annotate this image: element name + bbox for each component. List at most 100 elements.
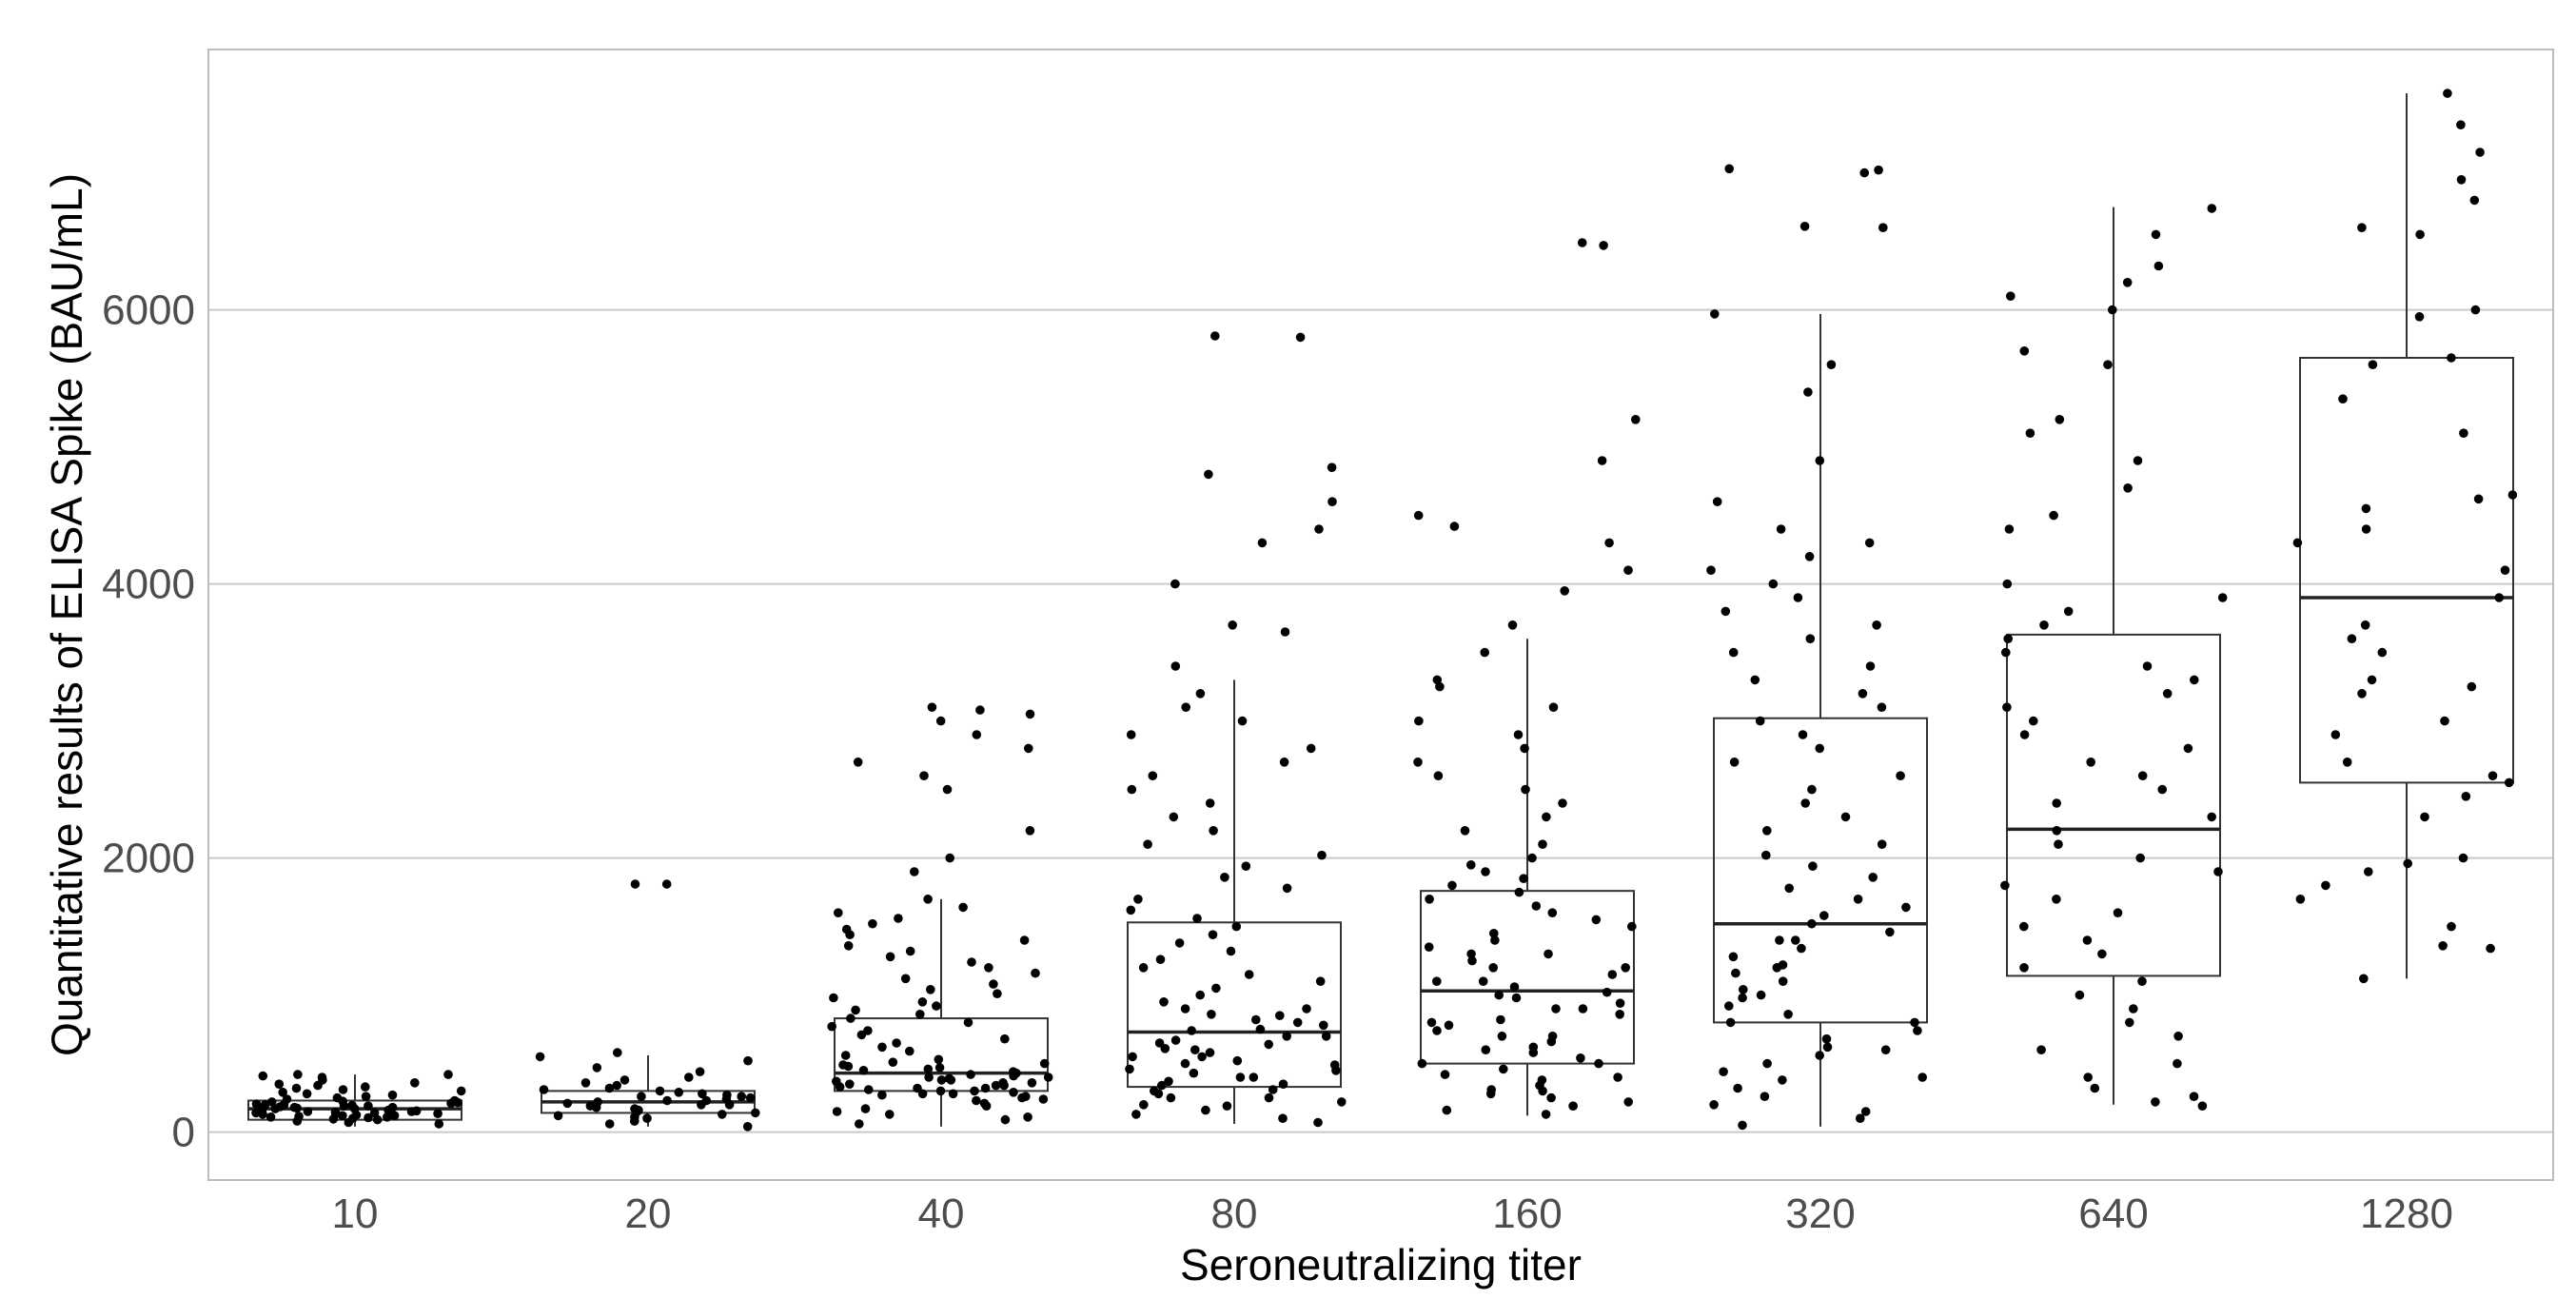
data-point bbox=[1621, 963, 1630, 973]
data-point bbox=[1864, 538, 1875, 548]
data-point bbox=[2052, 798, 2061, 808]
data-point bbox=[1009, 1088, 1018, 1097]
data-point bbox=[2360, 620, 2370, 630]
data-point bbox=[1278, 1113, 1288, 1123]
points-1280 bbox=[2292, 89, 2518, 984]
data-point bbox=[888, 1057, 898, 1067]
data-point bbox=[1528, 1042, 1539, 1053]
data-point bbox=[1413, 510, 1424, 521]
data-point bbox=[1853, 895, 1863, 904]
data-point bbox=[630, 879, 640, 889]
data-point bbox=[1251, 1014, 1261, 1025]
data-point bbox=[1143, 839, 1152, 849]
data-point bbox=[1000, 1114, 1011, 1125]
data-point bbox=[2440, 716, 2449, 726]
data-point bbox=[270, 1104, 281, 1113]
data-point bbox=[293, 1070, 303, 1079]
data-point bbox=[372, 1114, 383, 1125]
data-point bbox=[637, 1092, 646, 1101]
data-point bbox=[1578, 1004, 1588, 1014]
data-point bbox=[456, 1086, 466, 1096]
data-point bbox=[2475, 148, 2485, 157]
data-point bbox=[1126, 730, 1136, 739]
data-point bbox=[905, 946, 915, 956]
data-point bbox=[1709, 1100, 1719, 1110]
data-point bbox=[966, 1070, 975, 1079]
data-point bbox=[1337, 1097, 1347, 1107]
data-point bbox=[840, 1051, 851, 1060]
data-point bbox=[2075, 990, 2085, 1000]
data-point bbox=[1631, 415, 1641, 424]
data-point bbox=[843, 1061, 854, 1072]
data-point bbox=[1808, 861, 1818, 871]
data-point bbox=[718, 1110, 727, 1119]
data-point bbox=[1541, 1110, 1551, 1119]
data-point bbox=[2368, 360, 2378, 370]
y-tick-label: 4000 bbox=[102, 561, 195, 608]
data-point bbox=[1591, 915, 1602, 925]
data-point bbox=[1025, 709, 1035, 719]
data-point bbox=[1547, 908, 1558, 917]
data-point bbox=[1150, 1086, 1159, 1096]
data-point bbox=[1623, 565, 1633, 575]
data-point bbox=[1724, 164, 1734, 174]
iqr-box bbox=[1127, 921, 1342, 1089]
data-point bbox=[1710, 309, 1720, 319]
data-point bbox=[634, 1105, 643, 1115]
data-point bbox=[1507, 620, 1518, 630]
data-point bbox=[251, 1099, 262, 1109]
data-point bbox=[612, 1080, 621, 1091]
data-point bbox=[1733, 1083, 1742, 1093]
data-point bbox=[984, 963, 993, 973]
data-point bbox=[347, 1100, 357, 1111]
data-point bbox=[2025, 428, 2035, 439]
data-point bbox=[2039, 620, 2049, 630]
data-point bbox=[917, 997, 928, 1007]
data-point bbox=[900, 974, 911, 984]
data-point bbox=[926, 985, 935, 994]
data-point bbox=[2133, 456, 2143, 465]
data-point bbox=[1488, 963, 1498, 973]
data-point bbox=[877, 1042, 887, 1053]
data-point bbox=[369, 1108, 380, 1118]
data-point bbox=[2415, 229, 2425, 240]
data-point bbox=[2207, 204, 2217, 213]
data-point bbox=[2123, 483, 2133, 493]
data-point bbox=[1546, 1092, 1556, 1103]
data-point bbox=[684, 1073, 694, 1082]
data-point bbox=[389, 1111, 400, 1121]
data-point bbox=[2113, 908, 2123, 917]
data-point bbox=[1128, 1052, 1137, 1062]
data-point bbox=[292, 1116, 303, 1126]
data-point bbox=[1868, 873, 1878, 882]
data-point bbox=[260, 1100, 270, 1110]
data-point bbox=[539, 1085, 549, 1094]
data-point bbox=[979, 1098, 990, 1109]
data-point bbox=[580, 1078, 591, 1088]
data-point bbox=[1314, 524, 1324, 534]
data-point bbox=[2357, 689, 2367, 699]
data-point bbox=[1519, 874, 1528, 883]
data-point bbox=[1449, 522, 1460, 531]
data-point bbox=[1706, 565, 1716, 575]
data-point bbox=[958, 902, 968, 913]
data-point bbox=[1282, 883, 1292, 894]
data-point bbox=[980, 1083, 991, 1093]
data-point bbox=[291, 1083, 302, 1093]
data-point bbox=[1264, 1039, 1273, 1050]
data-point bbox=[1205, 798, 1215, 808]
data-point bbox=[1511, 993, 1522, 1003]
data-point bbox=[1180, 1058, 1190, 1069]
data-point bbox=[2459, 428, 2468, 439]
data-point bbox=[1237, 716, 1248, 726]
data-point bbox=[1760, 1092, 1770, 1101]
points-20 bbox=[535, 879, 760, 1132]
data-point bbox=[2142, 661, 2153, 671]
data-point bbox=[1195, 689, 1206, 699]
data-point bbox=[1761, 850, 1771, 860]
data-point bbox=[1317, 850, 1327, 860]
data-point bbox=[829, 993, 838, 1003]
data-point bbox=[2458, 853, 2468, 863]
